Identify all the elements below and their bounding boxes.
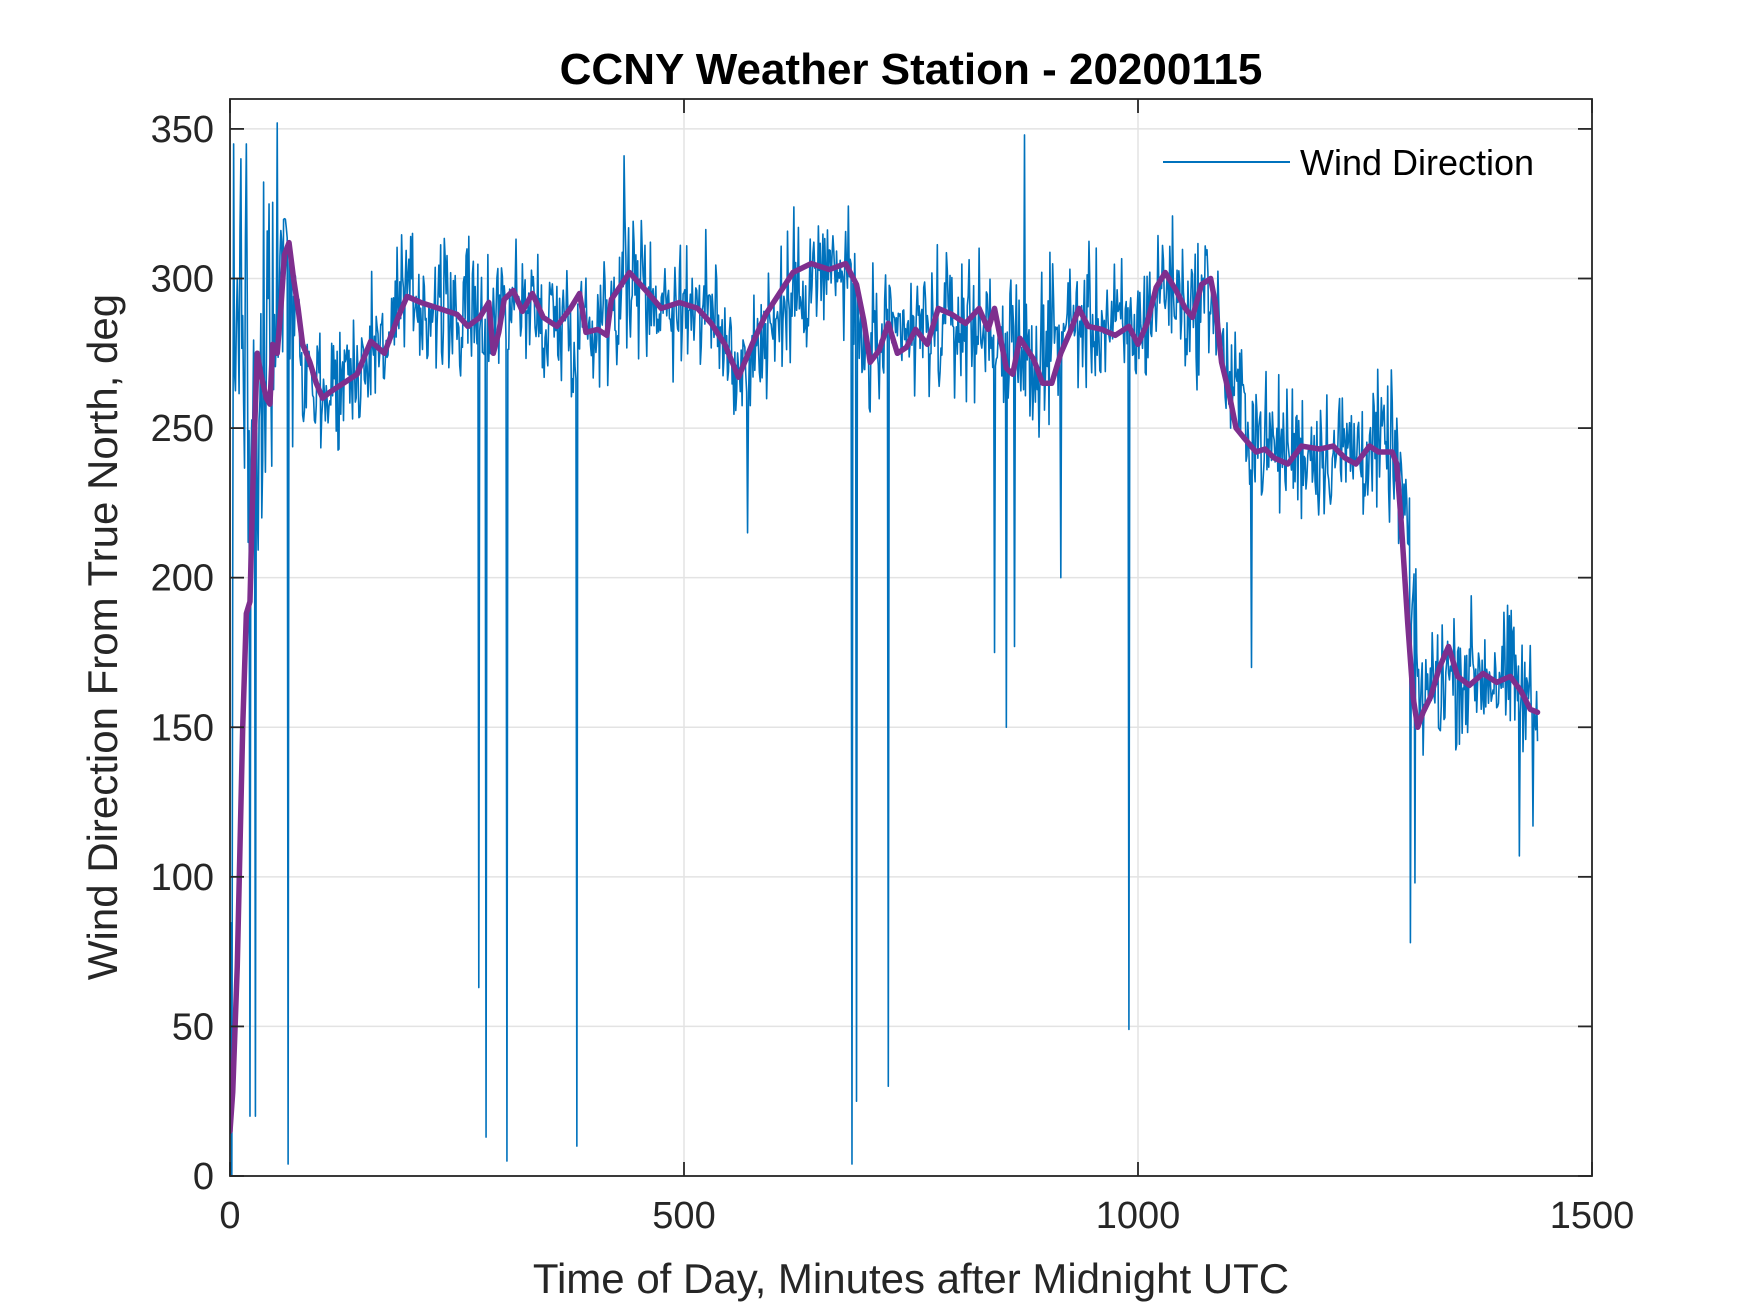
- y-axis-label: Wind Direction From True North, deg: [79, 294, 126, 980]
- y-tick-label-0: 0: [193, 1156, 214, 1198]
- y-tick-label-100: 100: [151, 857, 214, 899]
- y-tick-label-50: 50: [172, 1006, 214, 1048]
- axes-frame: [229, 98, 1593, 1177]
- series-line-moving-average: [230, 239, 1541, 1134]
- axes-box: [229, 98, 1593, 1177]
- y-tick-label-350: 350: [151, 109, 214, 151]
- x-axis-label: Time of Day, Minutes after Midnight UTC: [533, 1255, 1289, 1302]
- x-tick-label-500: 500: [652, 1195, 715, 1237]
- axis-ticks: 0 500 1000 1500 0 50 100 150 200 250 300 350: [151, 99, 1635, 1237]
- chart-title: CCNY Weather Station - 20200115: [560, 45, 1263, 94]
- y-tick-label-300: 300: [151, 259, 214, 301]
- legend: Wind Direction: [1163, 142, 1534, 183]
- x-tick-label-1000: 1000: [1096, 1195, 1181, 1237]
- series-line-wind-direction: [230, 122, 1539, 1176]
- y-tick-label-200: 200: [151, 558, 214, 600]
- y-tick-label-150: 150: [151, 707, 214, 749]
- series-group-moving-average: [230, 239, 1541, 1134]
- y-tick-label-250: 250: [151, 408, 214, 450]
- x-tick-label-1500: 1500: [1550, 1195, 1635, 1237]
- plot-area: [230, 99, 1592, 1176]
- legend-label-wind-direction: Wind Direction: [1300, 142, 1534, 183]
- series-group-wind-direction: [230, 122, 1539, 1176]
- x-tick-label-0: 0: [219, 1195, 240, 1237]
